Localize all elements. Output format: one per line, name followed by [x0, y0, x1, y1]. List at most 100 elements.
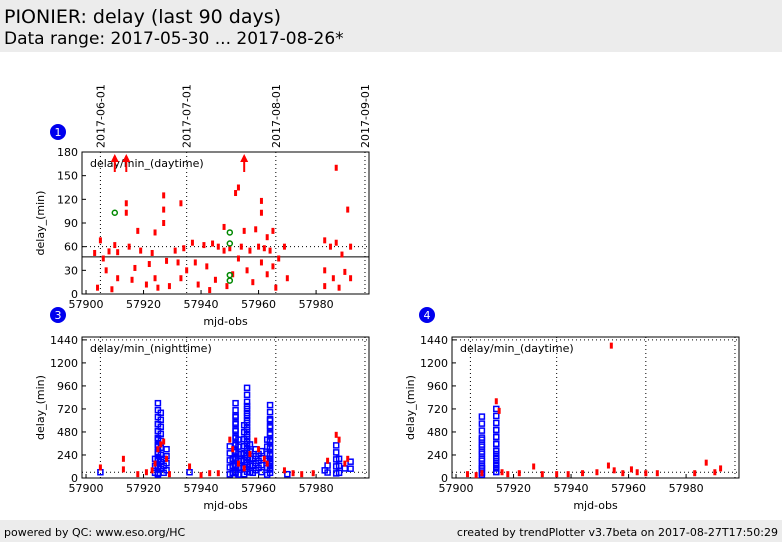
- red-point: [153, 275, 157, 282]
- red-point: [346, 455, 350, 462]
- red-point: [262, 245, 266, 252]
- blue-square-marker: [493, 440, 500, 448]
- red-point: [259, 197, 263, 204]
- blue-square-marker: [235, 443, 242, 450]
- y-tick-label: 480: [57, 426, 78, 439]
- y-tick-label: 120: [57, 193, 78, 206]
- red-point: [98, 237, 102, 244]
- red-point: [259, 209, 263, 216]
- red-point: [540, 471, 544, 478]
- red-point: [104, 267, 108, 274]
- blue-square-marker: [478, 457, 486, 464]
- y-tick-label: 240: [427, 449, 448, 462]
- red-point: [222, 247, 226, 254]
- blue-square-marker: [232, 427, 239, 435]
- blue-square-marker: [493, 468, 500, 476]
- blue-square-marker: [493, 426, 500, 434]
- red-point: [251, 279, 255, 286]
- y-tick-label: 720: [427, 403, 448, 416]
- red-point: [202, 242, 206, 249]
- blue-square-marker: [163, 445, 170, 453]
- y-tick-label: 480: [427, 426, 448, 439]
- red-point: [606, 462, 610, 469]
- red-point: [98, 464, 102, 471]
- out-of-range-arrowhead: [122, 154, 131, 162]
- red-point: [101, 255, 105, 262]
- red-point: [216, 470, 220, 477]
- red-point: [193, 259, 197, 266]
- plot-frame: [451, 336, 740, 479]
- red-point: [208, 470, 212, 477]
- plot-badge-label: 4: [424, 309, 431, 322]
- red-point: [185, 267, 189, 274]
- red-point: [159, 441, 163, 448]
- blue-square-marker: [493, 433, 500, 441]
- date-tick-label: 2017-08-01: [270, 84, 283, 148]
- plot-badge: [50, 124, 66, 140]
- red-point: [621, 470, 625, 477]
- blue-square-marker: [243, 409, 251, 417]
- plot-frame: [81, 336, 370, 479]
- blue-square-marker: [347, 465, 354, 472]
- red-point: [274, 284, 278, 291]
- blue-square-marker: [324, 469, 331, 476]
- plot-label: delay/min_(daytime): [90, 157, 204, 170]
- red-point: [257, 446, 261, 453]
- red-point: [323, 237, 327, 244]
- red-point: [323, 267, 327, 274]
- red-point: [113, 242, 117, 249]
- red-point: [213, 276, 217, 283]
- y-tick-label: 240: [57, 449, 78, 462]
- red-point: [236, 184, 240, 191]
- y-tick-label: 0: [71, 472, 78, 485]
- red-point: [480, 470, 484, 477]
- blue-square-marker: [163, 466, 170, 474]
- red-point: [609, 342, 613, 349]
- red-point: [216, 243, 220, 250]
- red-point: [165, 455, 169, 462]
- red-point: [466, 471, 470, 478]
- red-point: [500, 469, 504, 476]
- y-tick-label: 0: [441, 472, 448, 485]
- red-point: [153, 460, 157, 467]
- red-point: [205, 263, 209, 270]
- red-point: [277, 255, 281, 262]
- red-point: [196, 281, 200, 288]
- red-point: [595, 469, 599, 476]
- x-tick-label: 57900: [69, 298, 104, 311]
- y-tick-label: 720: [57, 403, 78, 416]
- blue-square-marker: [235, 436, 242, 443]
- red-point: [236, 255, 240, 262]
- blue-square-marker: [332, 442, 340, 449]
- blue-square-marker: [332, 449, 340, 456]
- y-axis-label: delay_(min): [404, 375, 417, 440]
- red-point: [265, 234, 269, 241]
- blue-square-marker: [266, 417, 274, 424]
- red-point: [693, 470, 697, 477]
- blue-square-marker: [232, 406, 239, 414]
- red-point: [282, 467, 286, 474]
- y-tick-label: 1440: [420, 334, 448, 347]
- plot-label: delay/min_(daytime): [460, 342, 574, 355]
- red-point: [144, 281, 148, 288]
- red-point: [254, 226, 258, 233]
- red-point: [179, 275, 183, 282]
- blue-square-marker: [335, 462, 343, 470]
- red-point: [248, 451, 252, 458]
- red-point: [349, 275, 353, 282]
- plot-badge: [419, 307, 435, 323]
- blue-square-marker: [493, 412, 500, 420]
- date-tick-label: 2017-09-01: [359, 84, 372, 148]
- page-title: PIONIER: delay (last 90 days): [4, 6, 282, 28]
- red-point: [629, 466, 633, 473]
- red-point: [474, 472, 478, 479]
- red-point: [93, 249, 97, 256]
- red-point: [147, 261, 151, 268]
- red-point: [245, 267, 249, 274]
- red-point: [704, 459, 708, 466]
- red-point: [300, 471, 304, 478]
- blue-square-marker: [258, 461, 265, 469]
- red-point: [225, 283, 229, 290]
- blue-square-marker: [284, 470, 291, 478]
